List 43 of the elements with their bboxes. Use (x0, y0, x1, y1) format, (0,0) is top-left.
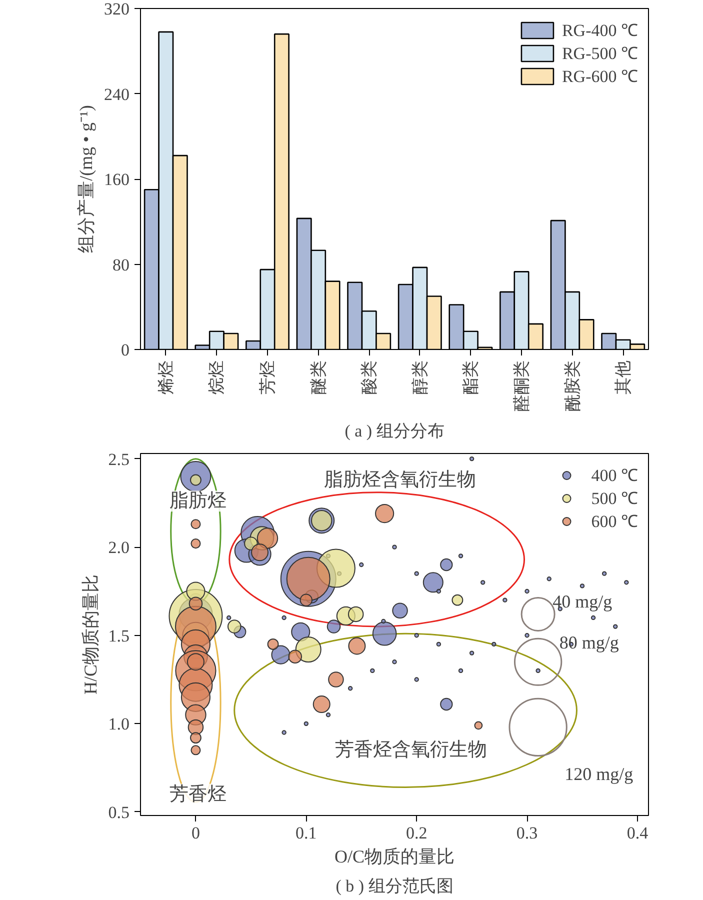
legend-label: RG-500 ℃ (562, 43, 638, 64)
annotation: 脂肪烃 (169, 490, 226, 512)
y-tick-label: 1.5 (108, 626, 130, 646)
legend-label: 400 ℃ (591, 465, 638, 486)
legend-label: 500 ℃ (591, 488, 638, 509)
y-tick-label: 0.5 (108, 802, 130, 822)
y-tick-label: 80 (112, 255, 130, 274)
y-tick-label: 240 (104, 84, 130, 104)
legend-label: 80 mg/g (559, 632, 619, 653)
x-tick-label: 0.2 (406, 824, 428, 842)
legend-label: 600 ℃ (591, 511, 638, 532)
annotation: 脂肪烃含氧衍生物 (324, 469, 476, 490)
x-tick-label: 醛酮类 (512, 360, 531, 412)
x-tick-label: 0.4 (626, 824, 649, 842)
y-axis-title: H/C物质的量比 (80, 574, 100, 695)
x-tick-label: 0.1 (296, 824, 317, 842)
y-tick-label: 1.0 (108, 714, 130, 734)
text: ( a ) 组分分布 (344, 422, 444, 440)
x-axis-title: O/C物质的量比 (334, 846, 455, 866)
legend-label: RG-400 ℃ (562, 20, 638, 41)
text: ( b ) 组分范氏图 (336, 876, 454, 896)
y-tick-label: 2.0 (108, 538, 130, 558)
annotation: 芳香烃含氧衍生物 (335, 740, 488, 761)
x-tick-label: 酸类 (360, 360, 379, 394)
y-tick-label: 2.5 (108, 450, 130, 469)
legend-label: 40 mg/g (552, 592, 612, 612)
x-tick-label: 其他 (614, 360, 633, 394)
y-tick-label: 0 (121, 340, 130, 360)
y-tick-label: 160 (104, 170, 130, 189)
x-tick-label: 0 (191, 824, 200, 842)
y-axis-title: 组分产量/(mg • g⁻¹) (76, 105, 96, 253)
y-tick-label: 320 (104, 0, 130, 18)
x-tick-label: 烯烃 (156, 360, 176, 394)
x-tick-label: 0.3 (516, 824, 538, 842)
x-tick-label: 酰胺类 (562, 360, 582, 412)
x-tick-label: 醚类 (308, 360, 328, 394)
annotation: 芳香烃 (169, 784, 226, 805)
x-tick-label: 醇类 (410, 360, 430, 394)
x-tick-label: 烷烃 (207, 360, 226, 394)
legend-label: 120 mg/g (564, 764, 634, 784)
x-tick-label: 酯类 (461, 360, 480, 394)
x-tick-label: 芳烃 (258, 360, 277, 394)
legend-label: RG-600 ℃ (562, 66, 638, 87)
